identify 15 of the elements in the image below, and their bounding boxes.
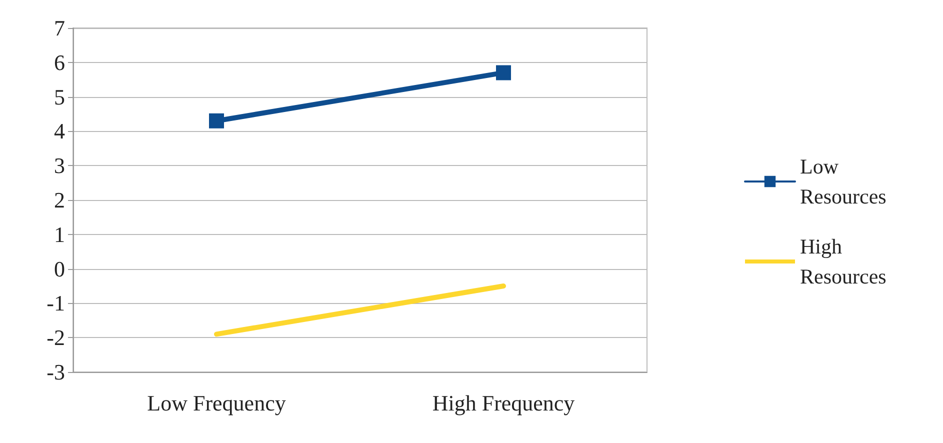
y-tick-label: 7 xyxy=(54,16,65,40)
y-tick-label: 3 xyxy=(54,153,65,178)
y-tick-label: 2 xyxy=(54,188,65,212)
y-tick-label: 5 xyxy=(54,84,65,110)
x-tick-label: Low Frequency xyxy=(147,390,286,416)
y-tick-label: 4 xyxy=(54,118,65,144)
y-tick-label: 0 xyxy=(54,256,65,282)
y-tick-label: 6 xyxy=(54,50,65,75)
y-tick-label: -2 xyxy=(46,325,65,350)
legend-label: Low Resources xyxy=(800,154,886,208)
x-tick-label: High Frequency xyxy=(432,390,575,416)
y-tick-label: -1 xyxy=(46,290,65,316)
legend-label: High Resources xyxy=(800,234,886,288)
y-tick-label: -3 xyxy=(46,360,65,384)
y-tick-label: 1 xyxy=(54,222,65,247)
